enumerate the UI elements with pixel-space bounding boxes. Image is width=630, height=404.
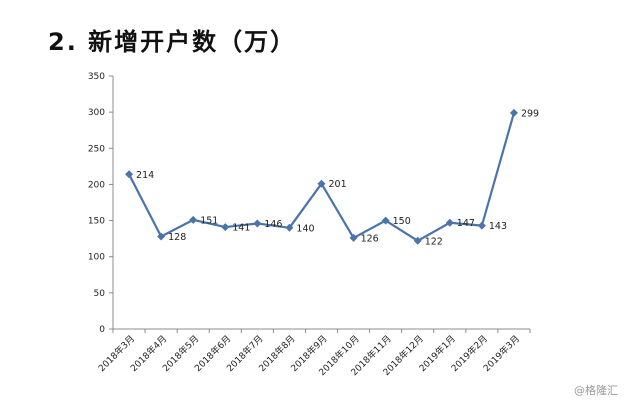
data-point-marker xyxy=(477,221,486,230)
x-axis-ticks: 2018年3月2018年4月2018年5月2018年6月2018年7月2018年… xyxy=(96,329,531,378)
chart-axes xyxy=(112,76,530,330)
data-point-marker xyxy=(381,216,390,225)
y-tick-label: 350 xyxy=(88,72,105,82)
data-point-marker xyxy=(189,215,198,224)
y-tick-label: 100 xyxy=(88,253,105,263)
data-point-marker xyxy=(509,108,518,117)
at-sign-icon: @ xyxy=(574,384,585,397)
y-tick-label: 50 xyxy=(94,289,106,299)
data-label: 201 xyxy=(329,179,347,190)
data-label: 214 xyxy=(136,170,154,181)
y-tick-label: 300 xyxy=(88,108,105,118)
y-axis-ticks: 0 50 100 150 200 250 300 350 xyxy=(88,72,113,335)
y-tick-label: 250 xyxy=(88,144,105,154)
data-point-marker xyxy=(445,218,454,227)
data-labels: 214 128 151 141 146 140 201 126 150 122 147 143 299 xyxy=(136,108,539,247)
chart-title: 2. 新增开户数（万） xyxy=(48,28,297,56)
data-point-marker xyxy=(317,179,326,188)
y-tick-label: 0 xyxy=(99,325,105,335)
data-label: 146 xyxy=(264,219,282,230)
y-tick-label: 150 xyxy=(88,217,105,227)
data-point-marker xyxy=(157,232,166,241)
data-label: 151 xyxy=(200,215,218,226)
watermark-text: 格隆汇 xyxy=(585,384,618,397)
data-label: 147 xyxy=(457,218,475,229)
series-line-group xyxy=(125,108,518,245)
data-point-marker xyxy=(285,223,294,232)
data-label: 122 xyxy=(425,236,443,247)
data-point-marker xyxy=(413,236,422,245)
data-point-marker xyxy=(253,219,262,228)
y-tick-label: 200 xyxy=(88,180,105,190)
data-point-marker xyxy=(125,170,134,179)
watermark: @格隆汇 xyxy=(574,382,618,398)
data-point-marker xyxy=(221,223,230,232)
data-label: 126 xyxy=(361,233,379,244)
data-point-marker xyxy=(349,233,358,242)
data-label: 143 xyxy=(489,221,507,232)
data-label: 141 xyxy=(232,223,250,234)
data-label: 128 xyxy=(168,232,186,243)
data-label: 140 xyxy=(296,223,314,234)
data-label: 299 xyxy=(521,108,539,119)
data-label: 150 xyxy=(393,216,411,227)
